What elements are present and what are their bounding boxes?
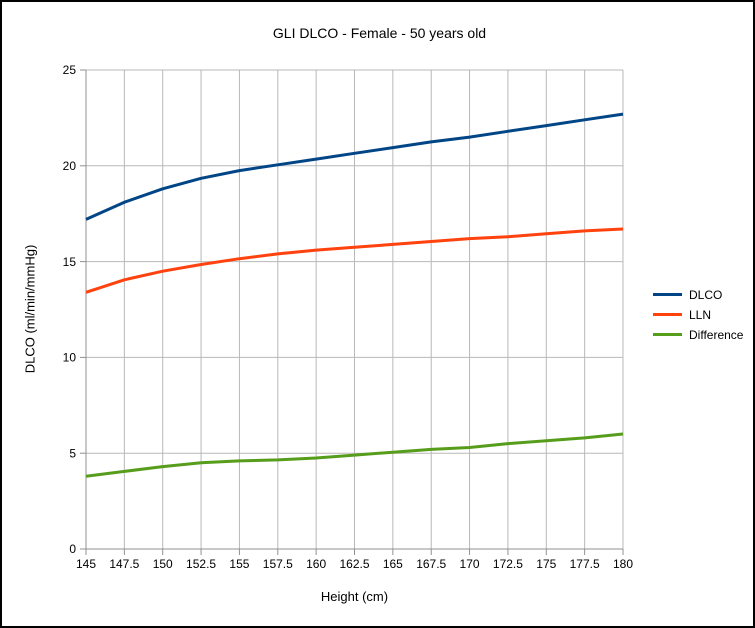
x-tick-label: 162.5 — [339, 557, 369, 571]
y-tick-label: 5 — [69, 446, 76, 460]
chart-title: GLI DLCO - Female - 50 years old — [272, 25, 487, 41]
legend-swatch-lln — [653, 313, 682, 316]
y-axis-title: DLCO (ml/min/mmHg) — [22, 244, 38, 374]
legend-swatch-difference — [653, 333, 682, 336]
x-tick-label: 180 — [613, 557, 633, 571]
x-tick-label: 167.5 — [416, 557, 446, 571]
x-tick-label: 175 — [536, 557, 556, 571]
y-tick-label: 10 — [63, 351, 77, 365]
x-tick-label: 155 — [229, 557, 249, 571]
legend-label: LLN — [689, 307, 712, 322]
x-tick-label: 147.5 — [109, 557, 139, 571]
x-tick-label: 172.5 — [493, 557, 523, 571]
y-tick-label: 0 — [69, 542, 76, 556]
legend-label: DLCO — [689, 287, 723, 302]
x-tick-label: 170 — [460, 557, 480, 571]
x-tick-label: 152.5 — [186, 557, 216, 571]
legend-item-lln: LLN — [653, 307, 743, 322]
y-tick-label: 15 — [63, 255, 77, 269]
x-tick-label: 165 — [383, 557, 403, 571]
x-tick-label: 160 — [306, 557, 326, 571]
x-tick-label: 150 — [153, 557, 173, 571]
legend-swatch-dlco — [653, 293, 682, 296]
x-tick-label: 177.5 — [570, 557, 600, 571]
legend-label: Difference — [689, 327, 744, 342]
legend: DLCO LLN Difference — [653, 287, 744, 342]
x-tick-label: 145 — [76, 557, 96, 571]
series-line-difference — [85, 432, 624, 478]
y-tick-label: 25 — [63, 63, 77, 77]
legend-item-difference: Difference — [653, 327, 744, 342]
x-axis-title: Height (cm) — [320, 589, 389, 604]
series-line-dlco — [85, 112, 624, 221]
series-line-lln — [85, 227, 624, 294]
legend-item-dlco: DLCO — [653, 287, 743, 302]
y-tick-label: 20 — [63, 159, 77, 173]
x-tick-label: 157.5 — [263, 557, 293, 571]
